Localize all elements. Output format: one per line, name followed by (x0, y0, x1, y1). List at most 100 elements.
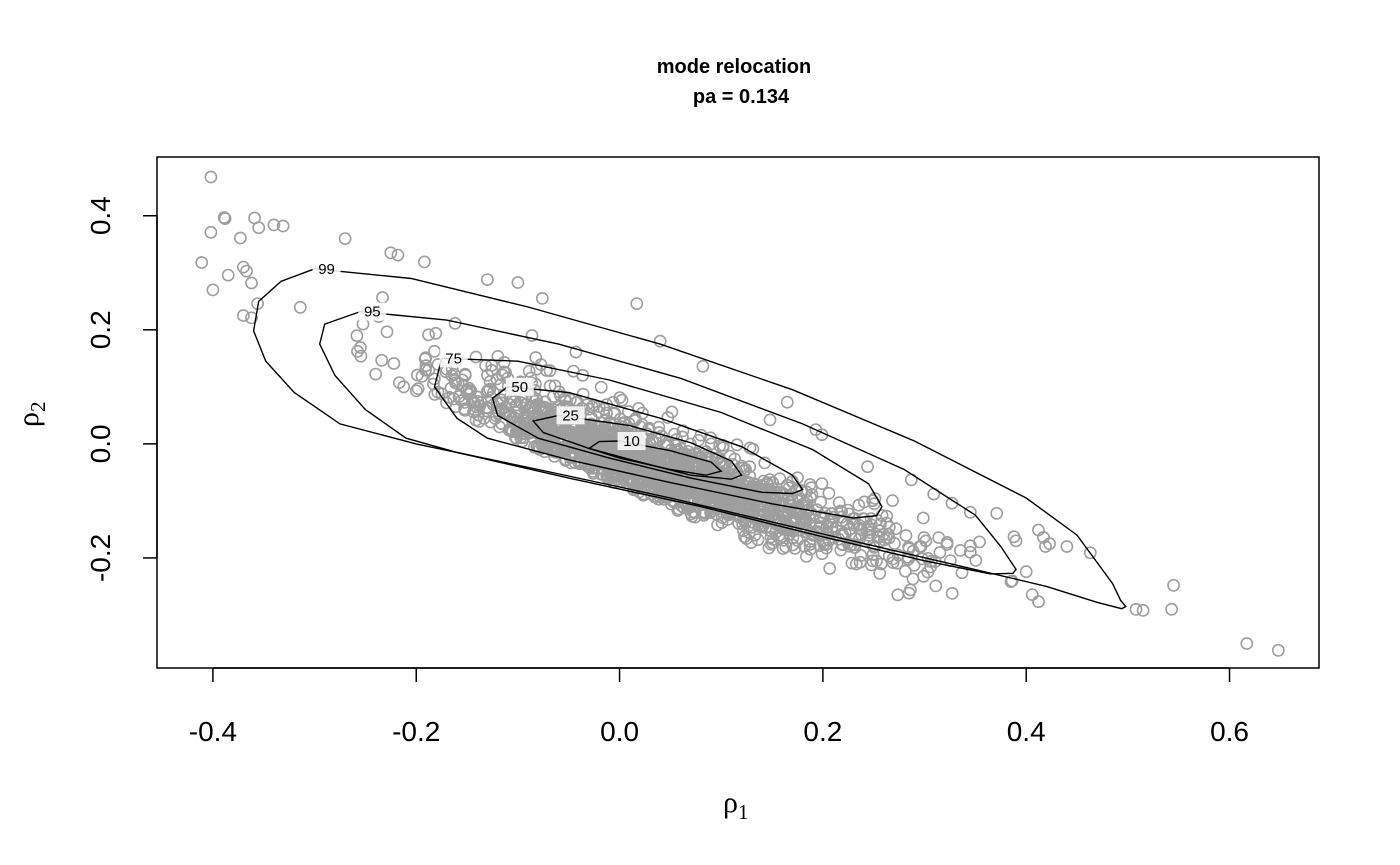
contour-line-10 (587, 440, 723, 476)
data-point (387, 357, 401, 370)
data-point (354, 349, 368, 363)
data-point (380, 325, 394, 339)
data-point (236, 309, 250, 322)
data-point (375, 353, 389, 367)
data-point (217, 211, 231, 224)
data-point (350, 329, 364, 343)
x-tick-label: 0.0 (600, 716, 639, 747)
data-point (800, 550, 813, 563)
data-point (605, 418, 619, 432)
data-point (890, 556, 904, 570)
data-point (715, 457, 729, 471)
data-point (511, 276, 525, 289)
data-point (730, 438, 744, 452)
data-point (1004, 575, 1018, 588)
data-point (445, 369, 459, 382)
data-point (874, 557, 888, 571)
data-point (520, 416, 534, 430)
data-point (245, 276, 258, 290)
data-point (676, 430, 689, 444)
data-point (773, 532, 787, 545)
data-point (916, 511, 930, 525)
contour-layer: 99 95 75 50 25 10 (252, 259, 1127, 610)
data-point (451, 377, 465, 391)
data-point (661, 411, 675, 424)
data-point (391, 248, 405, 262)
data-point (836, 528, 849, 541)
data-point (409, 384, 423, 398)
data-point (696, 359, 710, 373)
data-point (814, 495, 828, 509)
data-point (1083, 546, 1097, 560)
data-point (861, 460, 874, 474)
data-point (646, 459, 659, 472)
data-point (873, 566, 887, 580)
data-point (683, 482, 696, 496)
data-point (563, 451, 577, 465)
data-point (422, 363, 435, 377)
data-point (764, 530, 778, 544)
contour-label-bg (556, 406, 585, 425)
x-tick-label: 0.6 (1210, 716, 1249, 747)
data-point (195, 256, 209, 269)
data-point (963, 545, 977, 559)
data-point (514, 431, 528, 445)
data-point (709, 489, 722, 503)
data-point (888, 537, 901, 550)
data-point (684, 437, 697, 451)
data-point (810, 503, 824, 517)
data-point (653, 334, 667, 348)
contour-label-50: 50 (511, 379, 528, 396)
contour-line-75 (433, 357, 883, 519)
data-point (743, 469, 757, 483)
data-point (765, 508, 779, 522)
data-point (864, 512, 878, 525)
data-point (535, 291, 549, 305)
data-point (625, 460, 638, 474)
data-point (665, 494, 679, 507)
data-point (245, 311, 258, 325)
y-axis-label-subscript: 2 (26, 402, 50, 413)
contour-label-bg (505, 377, 534, 396)
chart-subtitle: pa = 0.134 (693, 86, 790, 108)
data-point (530, 362, 544, 376)
contour-line-50 (491, 386, 804, 495)
data-point (429, 326, 443, 340)
data-point (1025, 588, 1039, 601)
data-point (781, 503, 794, 517)
data-point (615, 393, 629, 407)
data-point (576, 387, 590, 401)
x-tick-label: 0.4 (1007, 716, 1046, 747)
y-tick-label: -0.2 (85, 534, 116, 582)
contour-label-bg (358, 302, 387, 321)
data-point (204, 170, 218, 184)
data-point (835, 514, 849, 528)
data-point (852, 518, 866, 532)
data-point (751, 533, 765, 547)
data-point (603, 462, 616, 476)
data-point (240, 264, 253, 278)
data-point (525, 329, 539, 342)
data-point (1165, 602, 1178, 616)
data-point (522, 364, 536, 378)
data-point (929, 579, 943, 593)
contour-label-bg (312, 259, 341, 278)
data-point (517, 410, 531, 424)
data-point (1032, 595, 1045, 609)
data-point (684, 507, 698, 521)
data-point (940, 536, 954, 549)
data-point (704, 437, 718, 451)
data-point (569, 345, 583, 359)
data-point (554, 441, 568, 455)
data-point (815, 547, 829, 561)
data-point (635, 418, 649, 431)
data-point (715, 516, 729, 529)
contour-label-bg (617, 432, 646, 451)
data-point (497, 365, 511, 379)
data-point (904, 583, 917, 597)
data-point (852, 498, 866, 512)
data-point (483, 382, 496, 396)
data-point (786, 538, 800, 552)
data-point (497, 355, 511, 369)
data-point (871, 529, 885, 543)
